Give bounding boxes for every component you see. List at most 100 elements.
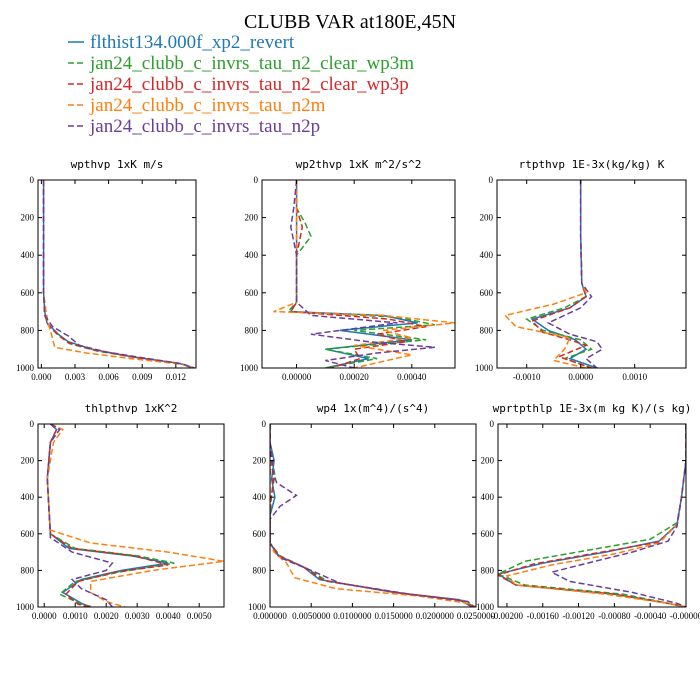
series-line <box>270 424 475 607</box>
y-tick-label: 1000 <box>16 602 35 612</box>
y-tick-label: 0 <box>30 175 35 185</box>
y-tick-label: 400 <box>21 250 35 260</box>
series-line <box>524 180 593 368</box>
x-tick-label: 0.0050000 <box>292 611 331 621</box>
series-group <box>42 180 196 368</box>
x-tick-label: -0.00000 <box>670 611 700 621</box>
y-tick-label: 0 <box>490 419 495 429</box>
series-line <box>286 180 435 368</box>
panel-title: rtpthvp 1E-3x(kg/kg) K <box>519 158 665 171</box>
y-tick-label: 0 <box>254 175 259 185</box>
y-tick-label: 200 <box>481 456 495 466</box>
legend-entry: flthist134.000f_xp2_revert <box>68 32 295 53</box>
y-tick-label: 200 <box>253 456 267 466</box>
y-tick-label: 0 <box>489 175 494 185</box>
x-tick-label: 0.012 <box>166 372 186 382</box>
y-tick-label: 600 <box>253 529 267 539</box>
y-tick-label: 1000 <box>476 602 495 612</box>
plot-frame <box>269 423 477 608</box>
y-tick-label: 1000 <box>475 363 494 373</box>
legend-entry: jan24_clubb_c_invrs_tau_n2m <box>68 95 326 116</box>
panel-title: thlpthvp 1xK^2 <box>85 402 178 415</box>
y-tick-label: 800 <box>253 565 267 575</box>
series-line <box>289 180 427 368</box>
chart-panel: wpthvp 1xK m/s 0 200 400 600 800 10000.000 0.00… <box>16 158 197 382</box>
legend-label: jan24_clubb_c_invrs_tau_n2p <box>89 116 320 137</box>
x-tick-label: 0.006 <box>98 372 119 382</box>
series-line <box>46 424 169 607</box>
x-tick-label: 0.003 <box>65 372 86 382</box>
legend-label: jan24_clubb_c_invrs_tau_n2_clear_wp3m <box>89 53 414 74</box>
series-line <box>530 180 592 368</box>
series-line <box>46 424 169 607</box>
plot-frame <box>37 179 197 369</box>
x-tick-label: 0.0000 <box>568 372 593 382</box>
legend-label: jan24_clubb_c_invrs_tau_n2m <box>89 95 326 116</box>
x-tick-label: 0.0010 <box>63 611 88 621</box>
y-tick-label: 400 <box>253 492 267 502</box>
series-line <box>505 424 686 607</box>
x-tick-label: -0.00200 <box>491 611 524 621</box>
series-line <box>46 424 114 607</box>
series-group <box>503 180 604 368</box>
y-tick-label: 600 <box>21 529 35 539</box>
plot-frame <box>37 423 225 608</box>
y-tick-label: 400 <box>21 492 35 502</box>
series-group <box>270 424 476 607</box>
series-line <box>530 180 598 368</box>
chart-panel: wprtpthlp 1E-3x(m kg K)/(s kg) 0 200 400 600… <box>476 402 700 621</box>
series-line <box>46 424 175 607</box>
legend: flthist134.000f_xp2_revertjan24_clubb_c_… <box>68 32 414 137</box>
chart-panel: thlpthvp 1xK^2 0 200 400 600 800 10000.0000 0.0… <box>16 402 225 621</box>
x-tick-label: 0.00000 <box>282 372 312 382</box>
series-line <box>498 424 686 607</box>
x-tick-label: -0.00120 <box>562 611 595 621</box>
y-tick-label: 1000 <box>248 602 267 612</box>
x-tick-label: -0.00080 <box>598 611 631 621</box>
legend-entry: jan24_clubb_c_invrs_tau_n2p <box>68 116 320 137</box>
x-tick-label: 0.0040 <box>156 611 181 621</box>
figure-title: CLUBB VAR at180E,45N <box>244 11 456 33</box>
y-tick-label: 1000 <box>16 363 35 373</box>
y-tick-label: 600 <box>481 529 495 539</box>
series-line <box>270 424 474 607</box>
legend-label: flthist134.000f_xp2_revert <box>90 32 295 53</box>
x-tick-label: 0.0020 <box>94 611 119 621</box>
plot-frame <box>261 179 456 369</box>
chart-panel: wp4 1x(m^4)/(s^4)020040060080010000.0000… <box>248 402 496 621</box>
x-tick-label: 0.0000 <box>32 611 57 621</box>
series-line <box>290 180 435 368</box>
x-tick-label: -0.00040 <box>634 611 667 621</box>
y-tick-label: 0 <box>262 419 267 429</box>
x-tick-label: 0.0030 <box>125 611 150 621</box>
series-group <box>498 424 686 607</box>
y-tick-label: 200 <box>245 213 259 223</box>
x-tick-label: 0.0010 <box>622 372 647 382</box>
y-tick-label: 800 <box>480 325 494 335</box>
plot-frame <box>496 179 687 369</box>
series-line <box>498 424 686 607</box>
series-line <box>42 180 193 368</box>
series-group <box>273 180 455 368</box>
series-line <box>546 180 604 368</box>
series-line <box>270 424 475 607</box>
y-tick-label: 400 <box>245 250 259 260</box>
x-tick-label: 0.0250000 <box>457 611 496 621</box>
series-group <box>46 424 224 607</box>
legend-entry: jan24_clubb_c_invrs_tau_n2_clear_wp3p <box>68 74 409 95</box>
y-tick-label: 800 <box>21 565 35 575</box>
x-tick-label: 0.0100000 <box>333 611 372 621</box>
x-tick-label: -0.0010 <box>513 372 541 382</box>
y-tick-label: 200 <box>480 213 494 223</box>
x-tick-label: -0.00160 <box>527 611 560 621</box>
x-tick-label: 0.00020 <box>340 372 370 382</box>
y-tick-label: 600 <box>245 288 259 298</box>
y-tick-label: 200 <box>21 213 35 223</box>
x-tick-label: 0.0150000 <box>374 611 413 621</box>
y-tick-label: 1000 <box>240 363 259 373</box>
chart-panel: wp2thvp 1xK m^2/s^2 0 200 400 600 800 1000 0.00… <box>240 158 456 382</box>
series-line <box>42 180 195 368</box>
plot-frame <box>497 423 687 608</box>
x-tick-label: 0.00040 <box>397 372 427 382</box>
